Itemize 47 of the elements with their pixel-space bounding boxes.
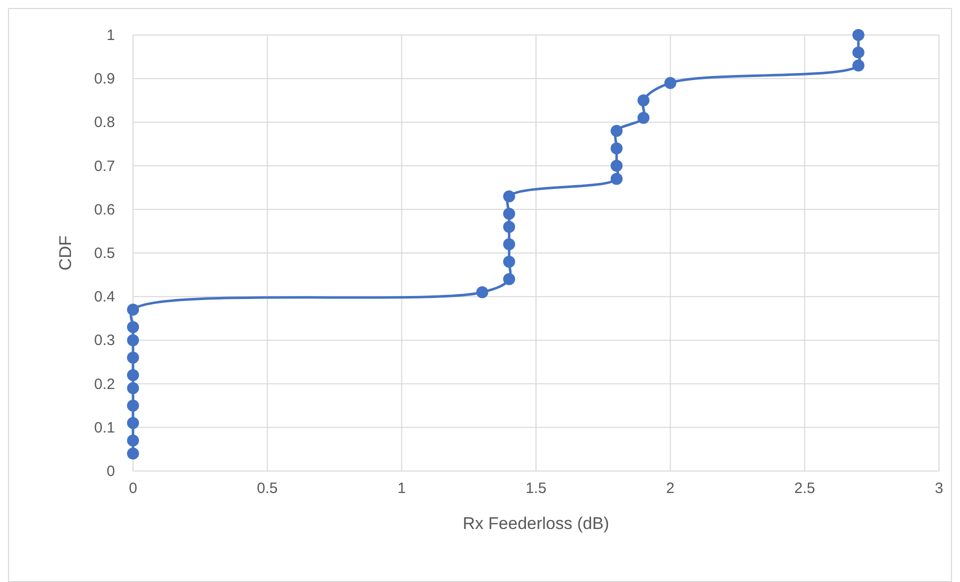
y-tick-label: 0	[106, 463, 115, 480]
point	[852, 60, 864, 72]
point	[610, 142, 623, 154]
point	[127, 400, 139, 412]
y-tick-label: 0.5	[94, 245, 115, 262]
point	[503, 208, 516, 220]
point	[503, 256, 516, 268]
y-tick-label: 0.8	[94, 114, 115, 132]
x-tick-label: 2	[666, 480, 675, 497]
point	[637, 112, 650, 124]
point	[610, 124, 623, 137]
y-tick-label: 0.1	[94, 419, 115, 436]
x-axis-title: Rx Feederloss (dB)	[462, 514, 610, 533]
y-tick-label: 0.4	[94, 288, 115, 306]
y-tick-label: 1	[106, 27, 115, 44]
y-tick-label: 0.6	[94, 201, 115, 218]
point	[637, 94, 650, 106]
x-tick-label: 1	[397, 480, 406, 497]
point	[664, 76, 676, 89]
x-tick-label: 0.5	[256, 480, 278, 497]
point	[852, 29, 864, 41]
point	[127, 417, 139, 430]
point	[127, 448, 139, 460]
point	[127, 382, 139, 394]
x-tick-label: 1.5	[526, 480, 546, 497]
y-tick-label: 0.2	[94, 376, 115, 393]
point	[503, 190, 516, 202]
x-tick-label: 3	[934, 480, 944, 497]
point	[503, 238, 516, 250]
y-tick-label: 0.3	[94, 332, 115, 350]
point	[476, 286, 488, 298]
point	[127, 304, 139, 316]
y-tick-label: 0.9	[94, 70, 115, 88]
point	[127, 434, 139, 446]
point	[127, 321, 139, 334]
point	[852, 46, 864, 58]
y-tick-label: 0.7	[94, 158, 115, 175]
y-axis-title: CDF	[56, 236, 75, 270]
point	[503, 273, 516, 286]
point	[610, 160, 623, 172]
point	[127, 334, 139, 346]
x-tick-label: 2.5	[794, 480, 816, 497]
point	[127, 369, 139, 382]
point	[610, 172, 623, 185]
point	[503, 220, 516, 233]
x-tick-label: 0	[128, 480, 138, 497]
point	[127, 352, 139, 364]
